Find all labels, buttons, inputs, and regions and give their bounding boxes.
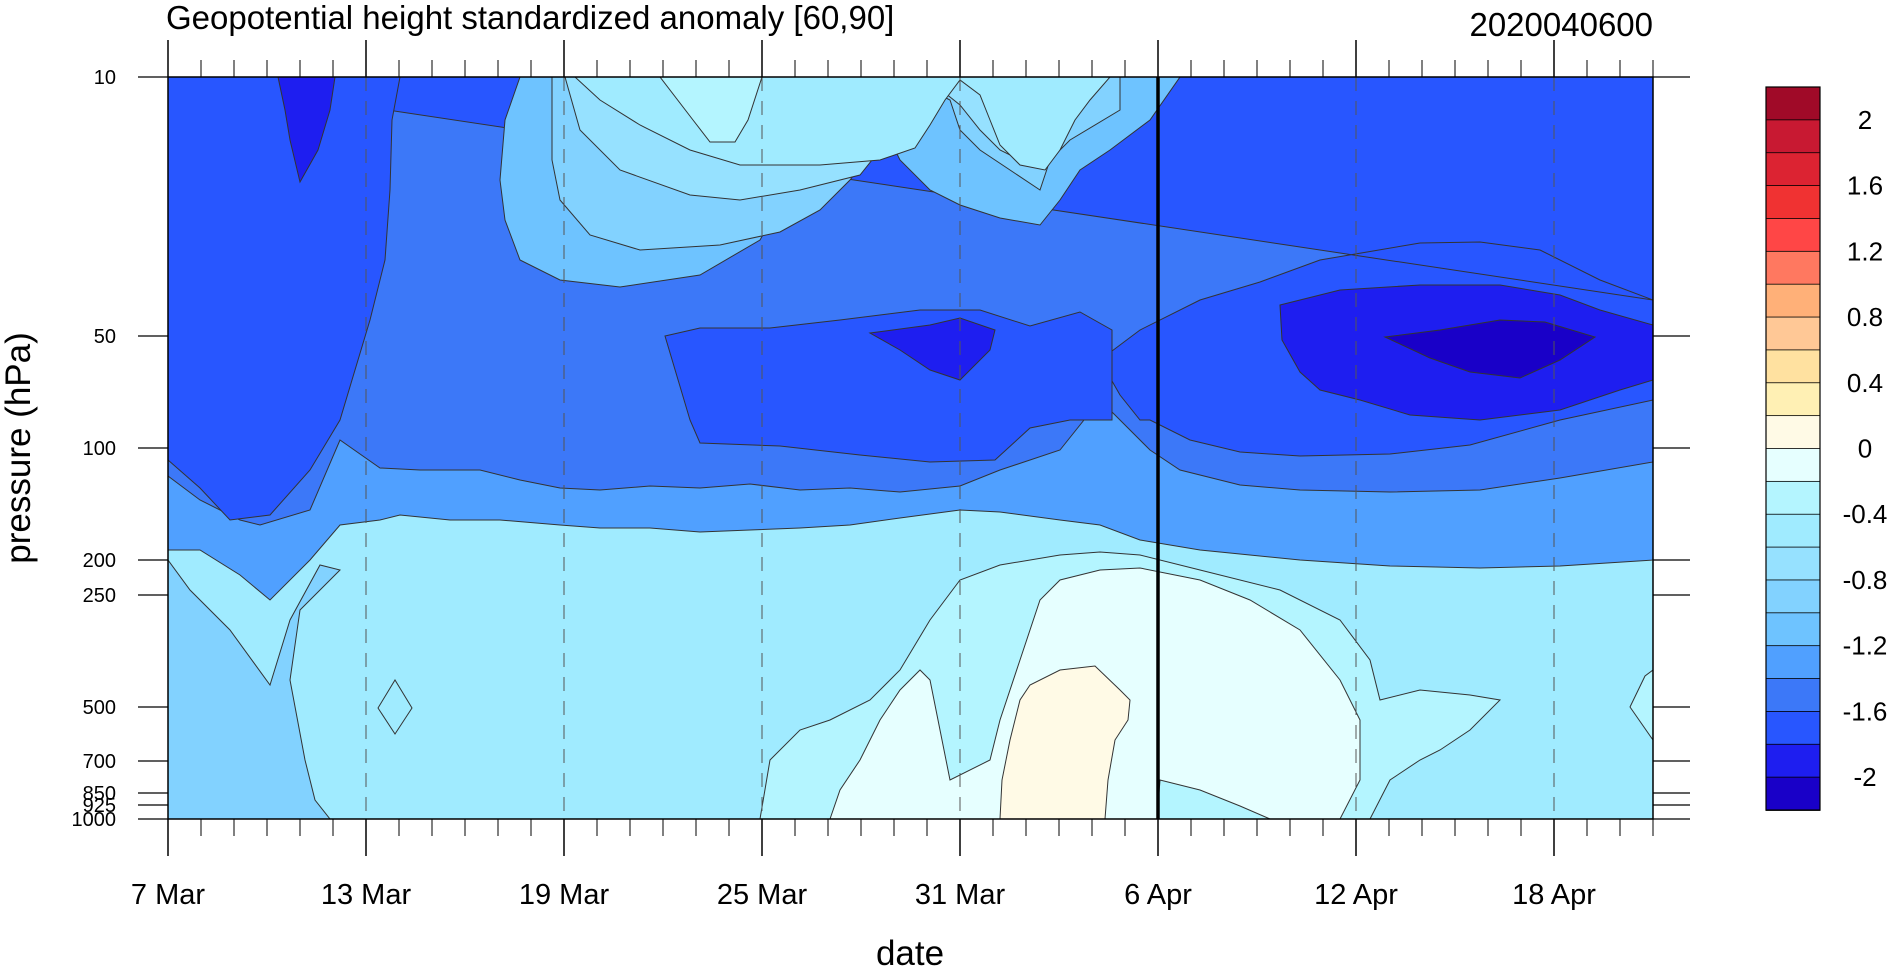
y-tick-label: 1000: [72, 809, 117, 831]
contour-band-p0.2: [999, 665, 1131, 819]
colorbar-swatch: [1765, 86, 1821, 121]
y-tick-label: 925: [83, 795, 116, 817]
colorbar-swatch: [1765, 283, 1821, 318]
y-tick-label: 850: [83, 783, 116, 805]
x-tick-label: 13 Mar: [321, 879, 412, 911]
contour-field: [168, 77, 1653, 819]
x-axis-label: date: [876, 934, 944, 969]
colorbar-label: -1.6: [1843, 696, 1888, 726]
colorbar-swatch: [1765, 480, 1821, 516]
colorbar-swatch: [1765, 218, 1821, 253]
contour-band-m1.6-west: [168, 77, 401, 521]
colorbar-swatch: [1765, 415, 1821, 450]
colorbar-label: 1.6: [1847, 171, 1883, 201]
y-tick-label: 700: [83, 751, 116, 773]
colorbar-swatch: [1765, 349, 1821, 384]
y-tick-label: 10: [94, 67, 116, 89]
contour-pocket-1: [377, 679, 413, 735]
chart-date-stamp: 2020040600: [1469, 6, 1653, 43]
colorbar-swatch: [1765, 382, 1821, 417]
colorbar-swatch: [1765, 316, 1821, 351]
chart-title: Geopotential height standardized anomaly…: [166, 0, 894, 36]
colorbar-swatch: [1765, 185, 1821, 220]
colorbar-label: -1.2: [1843, 631, 1888, 661]
contour-band-m1.6-mid: [664, 309, 1113, 463]
contour-pocket-2: [1629, 669, 1653, 741]
colorbar-swatch: [1765, 119, 1821, 154]
colorbar-label: -2: [1853, 762, 1876, 792]
x-tick-label: 12 Apr: [1314, 879, 1398, 911]
x-gridlines: [365, 77, 1555, 819]
colorbar-label: -0.8: [1843, 565, 1888, 595]
contour-band-m0.8-left: [168, 559, 341, 819]
colorbar-swatch: [1765, 711, 1821, 746]
y-tick-label: 50: [94, 326, 116, 348]
colorbar-swatch: [1765, 612, 1821, 647]
y-tick-label: 250: [83, 585, 116, 607]
y-tick-label: 200: [83, 550, 116, 572]
colorbar-label: -0.4: [1843, 499, 1888, 529]
colorbar-swatch: [1765, 448, 1821, 483]
colorbar-label: 0.8: [1847, 302, 1883, 332]
colorbar-label: 2: [1858, 105, 1872, 135]
colorbar-swatch: [1765, 579, 1821, 614]
colorbar-swatch: [1765, 776, 1821, 811]
y-axis-label: pressure (hPa): [0, 332, 38, 563]
colorbar-swatch: [1765, 546, 1821, 581]
y-tick-label: 500: [83, 697, 116, 719]
colorbar-swatch: [1765, 513, 1821, 548]
x-axis: 7 Mar 13 Mar 19 Mar 25 Mar 31 Mar 6 Apr 12 Apr…: [131, 40, 1654, 911]
contour-band-m1.8-mid: [868, 317, 996, 381]
colorbar-label: 0.4: [1847, 368, 1883, 398]
x-tick-label: 31 Mar: [915, 879, 1006, 911]
contour-band-m0.2-upper: [659, 77, 763, 143]
contour-band-m2.0-west: [277, 77, 336, 184]
colorbar-label: 1.2: [1847, 236, 1883, 266]
colorbar-swatch: [1765, 152, 1821, 187]
contour-band-m2.0-east: [1383, 319, 1597, 379]
x-tick-label: 19 Mar: [519, 879, 610, 911]
x-tick-label: 7 Mar: [131, 879, 205, 911]
colorbar-swatch: [1765, 645, 1821, 680]
contour-band-m1.6: [168, 77, 1653, 457]
colorbar-swatch: [1765, 250, 1821, 286]
y-tick-label: 100: [83, 438, 116, 460]
colorbar-swatch: [1765, 743, 1821, 779]
colorbar-label: 0: [1858, 434, 1872, 464]
colorbar-frame: [1765, 86, 1821, 811]
x-tick-label: 18 Apr: [1512, 879, 1596, 911]
x-tick-label: 6 Apr: [1124, 879, 1192, 911]
colorbar: 2 1.6 1.2 0.8 0.4 0 -0.4 -0.8 -1.2 -1.6 -2: [1765, 86, 1888, 811]
colorbar-swatch: [1765, 678, 1821, 713]
x-tick-label: 25 Mar: [717, 879, 808, 911]
